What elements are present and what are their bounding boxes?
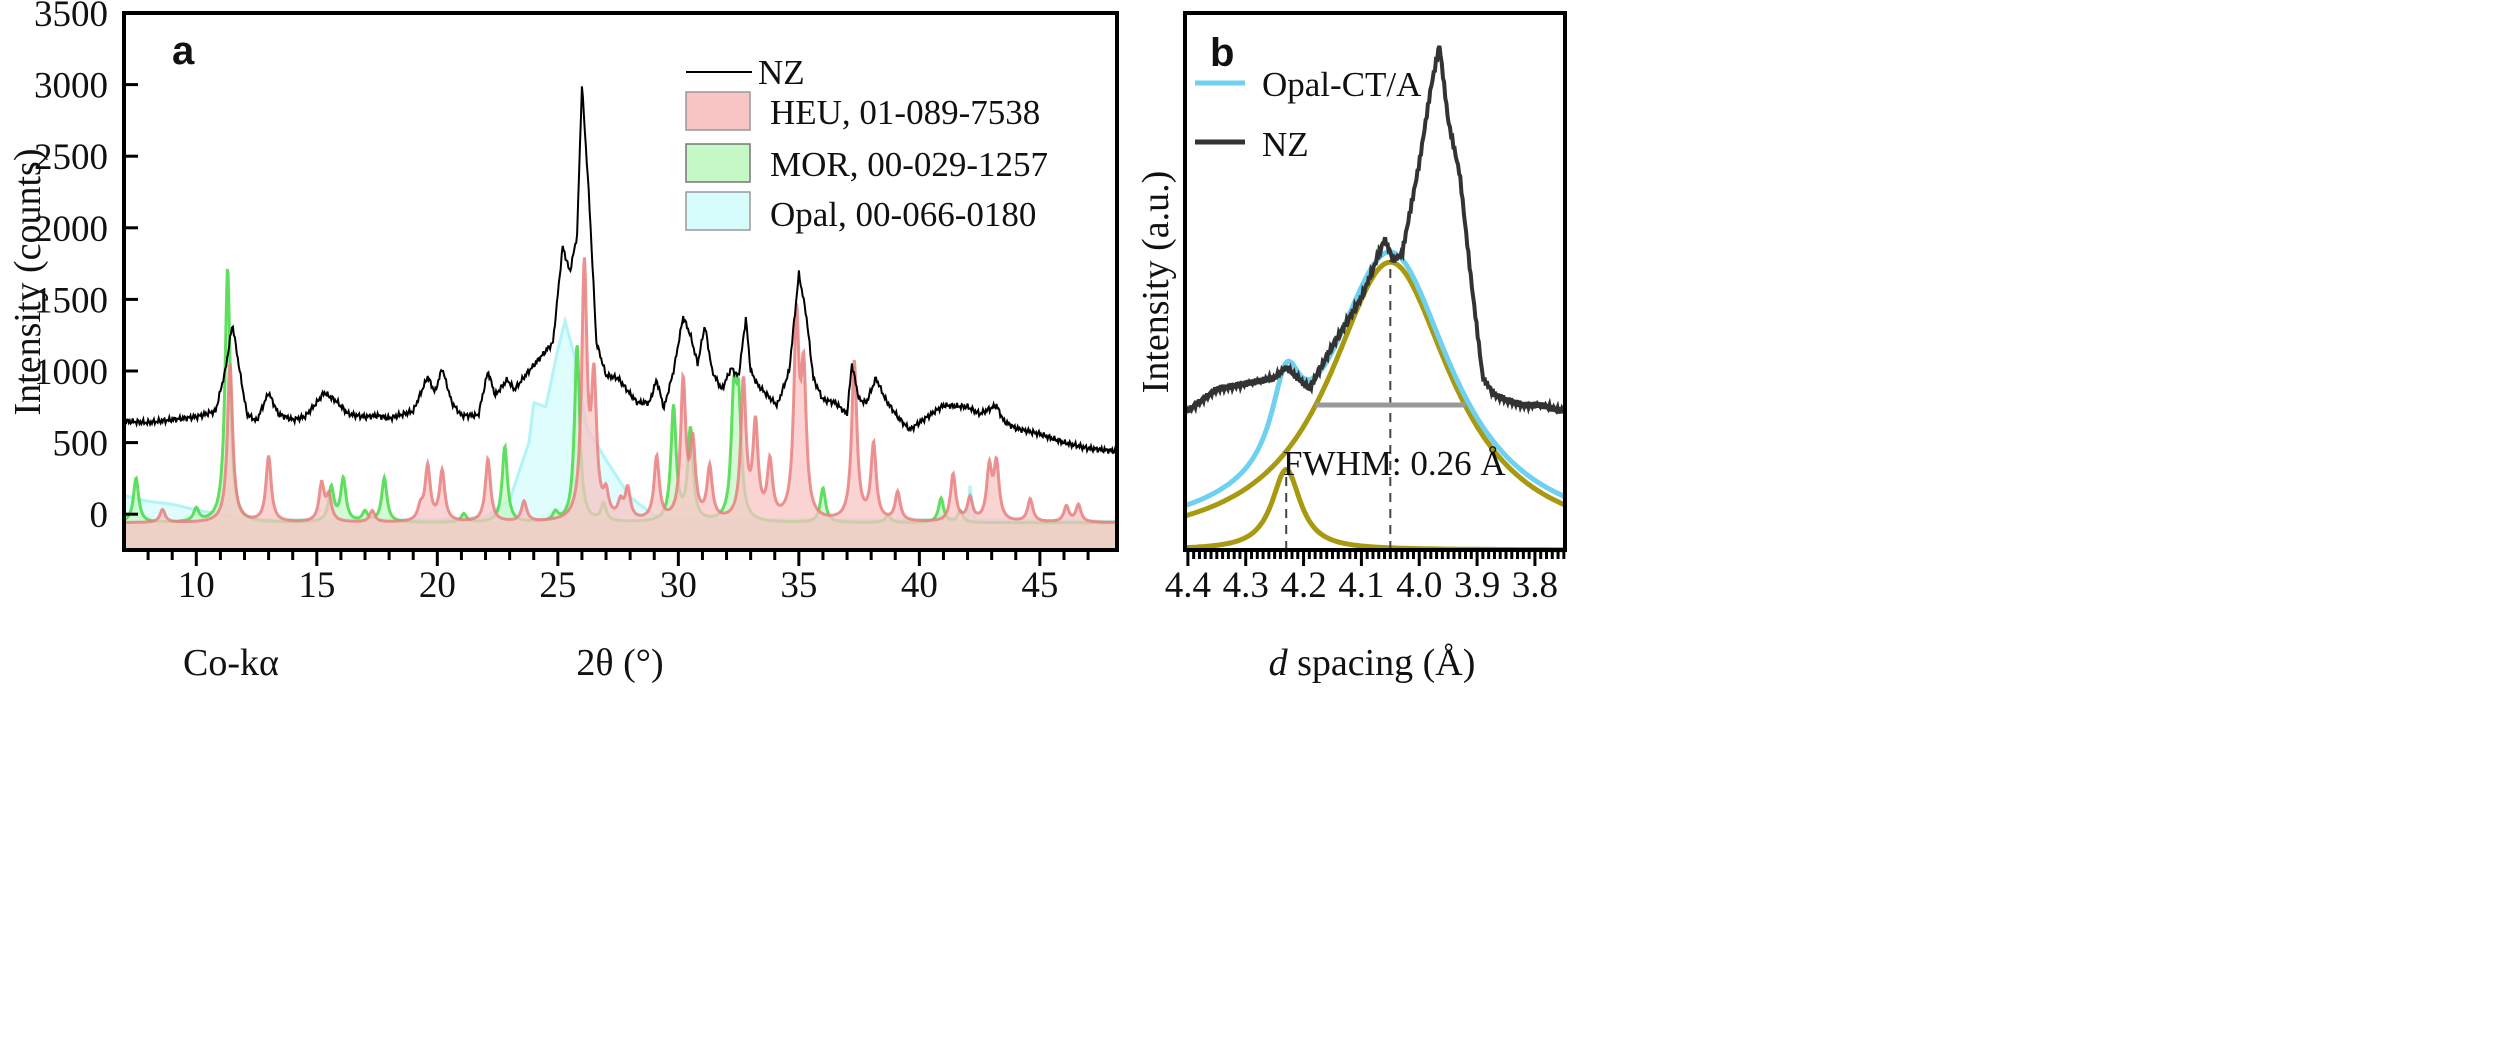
y-tick-label-a: 1500 — [34, 280, 108, 321]
legend-swatch-opal — [685, 191, 751, 231]
x-tick-label-b: 4.4 — [1165, 565, 1211, 606]
series-fill-1 — [124, 257, 1117, 550]
x-axis-title-b-italic: d — [1269, 642, 1289, 684]
x-tick-label-a: 25 — [539, 565, 576, 606]
fit-component-0 — [1184, 259, 1567, 519]
x-axis-title-b: d spacing (Å) — [1269, 642, 1476, 684]
y-axis-title-a: Intensity (counts) — [7, 148, 49, 415]
x-tick-label-b: 3.9 — [1454, 565, 1500, 606]
fwhm-annotation: FWHM: 0.26 Å — [1283, 444, 1506, 483]
plot-frame-b — [1183, 11, 1567, 552]
x-tick-label-b: 3.8 — [1512, 565, 1558, 606]
y-tick-label-a: 2000 — [34, 209, 108, 250]
x-tick-label-a: 10 — [178, 565, 215, 606]
x-tick-label-b: 4.1 — [1338, 565, 1384, 606]
legend-b: Opal-CT/A NZ — [1195, 65, 1422, 164]
panel-a-plot: 0 500 1000 1500 2000 2500 3000 3500 10 15 20 25 30 35… — [34, 0, 1119, 606]
y-tick-label-a: 1000 — [34, 352, 108, 393]
x-tick-label-a: 35 — [780, 565, 817, 606]
y-tick-label-a: 0 — [90, 495, 109, 536]
x-tick-label-a: 20 — [419, 565, 456, 606]
x-axis-title-b-rest: spacing (Å) — [1288, 642, 1476, 684]
legend-swatch-mor — [685, 143, 751, 183]
panel-b-plot: 4.4 4.3 4.2 4.1 4.0 3.9 3.8 — [1165, 11, 1567, 606]
plot-frame-a — [122, 11, 1119, 552]
series-line-nz — [123, 86, 1118, 455]
y-axis-title-b: Intensity (a.u.) — [1135, 171, 1177, 394]
legend-a: NZ HEU, 01-089-7538 MOR, 00-029-1257 Opa… — [685, 53, 1048, 234]
y-tick-label-a: 3500 — [34, 0, 108, 35]
panel-label-b: b — [1210, 31, 1234, 75]
x-tick-label-a: 30 — [660, 565, 697, 606]
y-tick-label-a: 500 — [53, 424, 109, 465]
y-tick-label-a: 3000 — [34, 66, 108, 107]
x-tick-label-b: 4.0 — [1396, 565, 1442, 606]
legend-label-opal: Opal, 00-066-0180 — [770, 195, 1036, 234]
x-tick-label-b: 4.3 — [1223, 565, 1269, 606]
x-axis-note-a: Co-kα — [183, 642, 279, 684]
legend-label-nz: NZ — [758, 53, 805, 92]
legend-label-heu: HEU, 01-089-7538 — [770, 93, 1040, 132]
legend-label-mor: MOR, 00-029-1257 — [770, 145, 1048, 184]
legend-label-nz-b: NZ — [1262, 125, 1309, 164]
x-tick-label-b: 4.2 — [1280, 565, 1326, 606]
legend-swatch-heu — [685, 91, 751, 131]
x-tick-label-a: 15 — [298, 565, 335, 606]
series-line-1 — [123, 257, 1117, 524]
panel-label-a: a — [172, 29, 195, 73]
x-axis-title-a: 2θ (°) — [576, 642, 663, 684]
x-tick-label-a: 40 — [901, 565, 938, 606]
x-tick-label-a: 45 — [1021, 565, 1058, 606]
series-line-nz-b — [1183, 45, 1566, 415]
y-tick-label-a: 2500 — [34, 137, 108, 178]
legend-label-opal-ct: Opal-CT/A — [1262, 65, 1422, 104]
